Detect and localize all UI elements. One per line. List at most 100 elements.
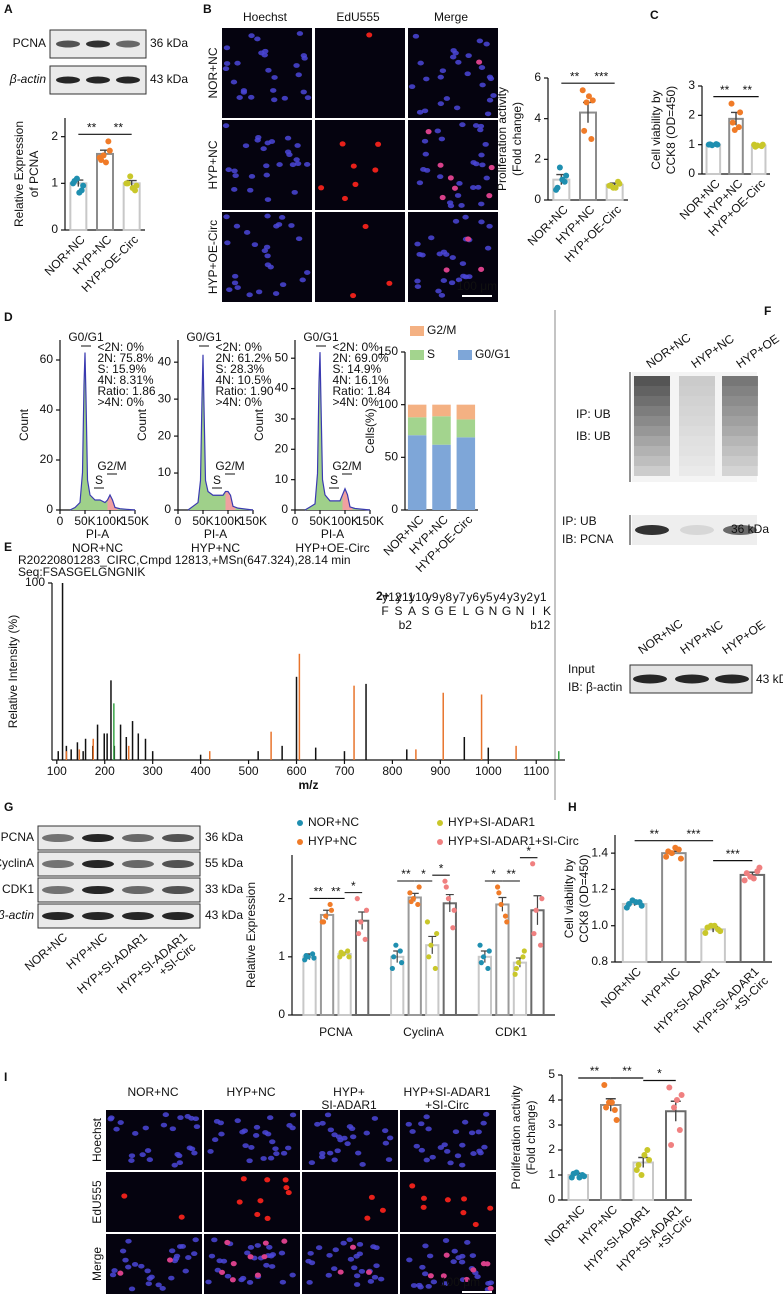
ion-label: y5 [480,590,493,604]
nucleus [239,1129,246,1135]
nucleus [169,1126,177,1132]
nucleus [168,1248,176,1254]
edu-nucleus [488,164,495,171]
data-point [354,896,360,902]
nucleus [263,244,271,250]
legend-marker [297,839,303,845]
edu-nucleus [365,1269,372,1275]
y-tick-label: 4 [548,1092,555,1106]
nucleus [459,261,467,266]
nucleus [442,1281,449,1287]
edu-nucleus [439,194,446,201]
nucleus [289,1112,297,1118]
residue: N [516,604,525,618]
nucleus [353,1282,361,1287]
data-point [702,929,709,936]
bar [739,873,766,964]
data-point [105,138,112,145]
sig-label: ** [622,1064,632,1078]
edu-nucleus [366,32,373,38]
data-point [714,141,721,148]
nucleus [303,162,311,167]
ion-label: y8 [439,590,452,604]
x-tick-label: 150K [356,514,384,528]
data-point [106,147,113,154]
nucleus [176,1160,184,1166]
bar [530,909,545,1016]
edu-nucleus [368,1194,375,1200]
nucleus [474,1274,481,1280]
nucleus [159,1286,166,1291]
nucleus [349,1134,357,1140]
sig-label: ** [87,121,97,135]
edu-nucleus [484,1261,491,1267]
sig-label: ** [401,867,411,881]
data-point [327,901,333,908]
x-tick-label: 50K [74,514,95,528]
edu-nucleus [362,223,369,230]
nucleus [412,33,420,39]
blot-band [635,525,669,535]
data-point [585,93,592,100]
blot-band [42,912,74,920]
y-tick-label: 0.8 [591,954,608,968]
edu-nucleus [121,1193,128,1199]
nucleus [358,1268,366,1274]
bar [579,111,597,201]
nucleus [331,1266,338,1272]
edu-nucleus [236,1199,243,1205]
sig-label: *** [686,827,700,841]
edu-nucleus [440,1273,447,1279]
chart-title: NOR+NC [72,541,123,555]
data-point [494,884,501,890]
nucleus [462,214,469,220]
nucleus [218,1131,225,1137]
nucleus [421,1271,429,1277]
data-point [443,884,449,890]
edu-nucleus [117,1270,124,1276]
nucleus [286,1122,293,1128]
data-point [707,141,714,148]
bar [407,896,422,1016]
protein-label: β-actin [0,908,34,922]
data-point [533,907,539,913]
nucleus [480,1120,487,1126]
smear [679,446,715,456]
nucleus [231,280,239,286]
legend-swatch [410,326,424,336]
edu-nucleus [487,1205,494,1211]
blot-band [116,76,140,84]
nucleus [247,1244,255,1250]
data-point [601,1082,608,1088]
column-header: HYP+ SI-ADAR1 [321,1085,377,1112]
smear [679,406,715,416]
x-tick-label: 400 [191,764,211,778]
blot-band [82,912,114,920]
nucleus [236,95,243,100]
nucleus [461,1119,469,1125]
y-tick-label: 10 [275,472,289,486]
nucleus [453,105,461,111]
y-axis-label: of PCNA [27,151,41,198]
panel-letter: B [203,2,212,16]
edu-nucleus [478,266,485,272]
legend-label: HYP+SI-ADAR1 [448,815,535,829]
bar-segment [456,419,476,438]
nucleus [145,1281,153,1287]
sig-label: ** [650,827,660,841]
nucleus [222,123,230,129]
panel-letter: F [764,304,771,318]
y-tick-label: 0 [688,166,695,180]
nucleus [223,45,231,51]
ion-label: y7 [453,590,466,604]
nucleus [340,1240,347,1246]
nucleus [437,101,445,107]
nucleus [246,1280,254,1285]
nucleus [476,38,484,44]
panel-letter: E [4,540,12,554]
smear [679,416,715,426]
nucleus [422,151,429,157]
nucleus [356,1251,364,1257]
nucleus [272,1146,279,1152]
nucleus [351,1265,358,1271]
